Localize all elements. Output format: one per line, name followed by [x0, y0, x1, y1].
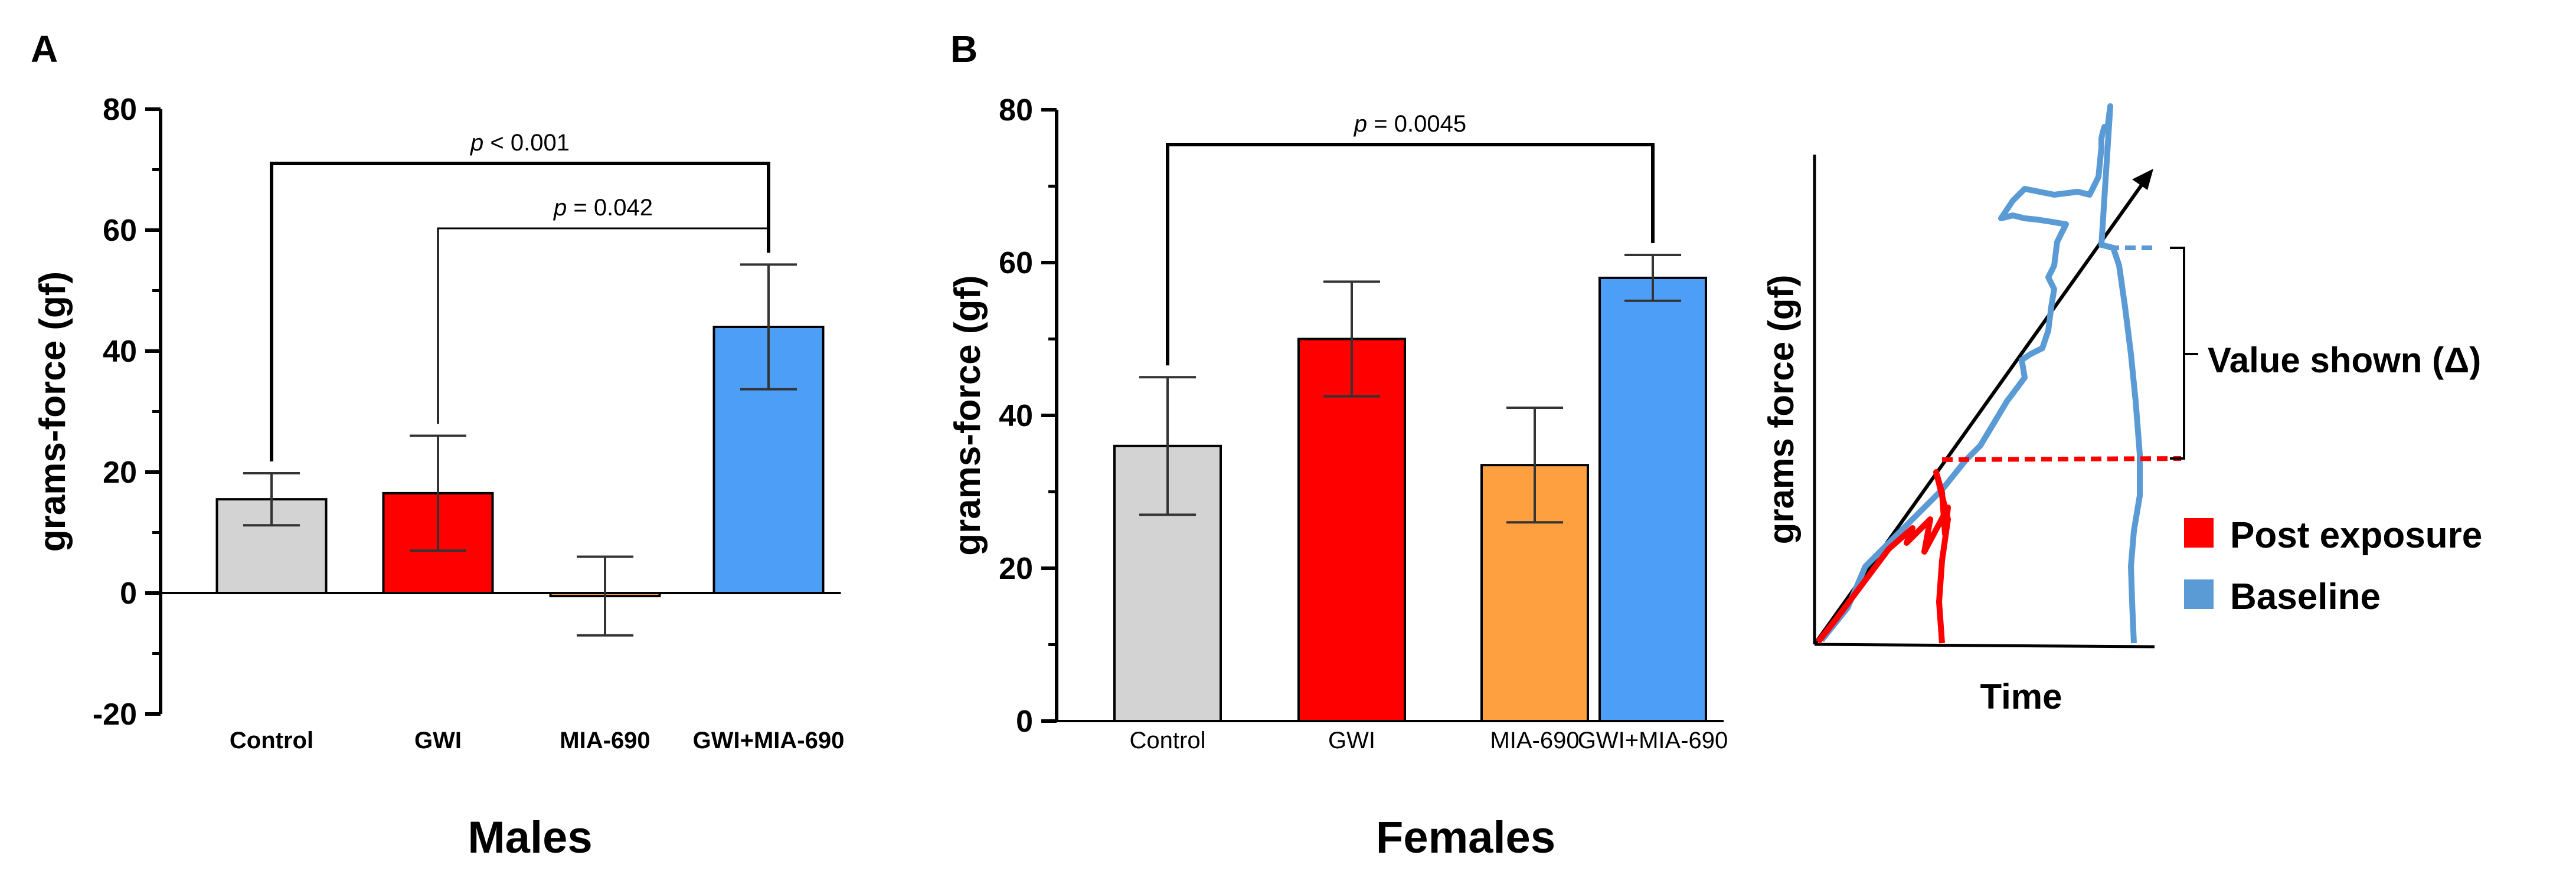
schematic-ramp-line: [1813, 181, 2146, 646]
legend-label-post-exposure: Post exposure: [2230, 515, 2482, 556]
panel-a-y-tick-label: 60: [103, 214, 137, 248]
schematic-arrowhead: [2132, 169, 2153, 190]
panel-a-y-tick-label: -20: [93, 697, 137, 732]
panel-a-significance-bracket: [270, 162, 770, 462]
panel-b-category-label: GWI: [1328, 728, 1375, 754]
schematic-x-axis: [1814, 643, 2155, 648]
panel-a-y-tick-label: 0: [120, 576, 137, 611]
panel-a-p-value: p < 0.001: [470, 130, 570, 156]
schematic-delta-label: Value shown (Δ): [2208, 340, 2481, 380]
panel-a-p-text: < 0.001: [483, 130, 570, 156]
panel-a-p-symbol: p: [553, 195, 567, 221]
schematic-diagram: Value shown (Δ) grams force (gf) Time Po…: [1761, 103, 2482, 716]
panel-a-category-label: MIA-690: [560, 728, 650, 754]
panel-a-p-text: = 0.042: [567, 195, 653, 221]
schematic-delta-bracket: [2170, 247, 2185, 460]
panel-a-significance-bracket: [437, 227, 770, 424]
panel-b-letter: B: [950, 28, 978, 70]
panel-a-p-value: p = 0.042: [553, 195, 653, 221]
panel-b-p-symbol: p: [1354, 111, 1367, 137]
panel-b-p-value: p = 0.0045: [1354, 111, 1466, 137]
schematic-baseline-trace: [1819, 103, 2143, 644]
panel-b-category-label: GWI+MIA-690: [1578, 728, 1728, 754]
panel-a-category-label: GWI: [414, 728, 462, 754]
panel-a-category-label: Control: [230, 728, 313, 754]
legend-swatch-post-exposure: [2184, 518, 2214, 548]
panel-b-y-tick-label: 40: [999, 399, 1033, 433]
panel-a-group-label: Males: [468, 813, 592, 863]
panel-a-bar: [215, 498, 328, 594]
schematic-post-exposure-trace: [1816, 469, 1951, 644]
panel-b-y-tick-label: 0: [1016, 705, 1033, 739]
panel-a-y-tick-label: 20: [103, 456, 137, 490]
panel-a-y-tick-label: 40: [103, 335, 137, 369]
panel-b-y-tick-label: 60: [999, 246, 1033, 280]
schematic-x-label: Time: [1980, 677, 2062, 716]
panel-a-category-label: GWI+MIA-690: [693, 728, 845, 754]
panel-a-y-tick-label: 80: [103, 93, 137, 127]
panel-b-bar: [1297, 338, 1406, 722]
panel-a-y-axis-label: grams-force (gf): [32, 271, 73, 552]
panel-a-p-symbol: p: [470, 130, 483, 156]
panel-a-letter: A: [31, 28, 58, 70]
panel-b-category-label: Control: [1130, 728, 1206, 754]
panel-b-group-label: Females: [1376, 813, 1555, 863]
schematic-post-level-line: [1941, 456, 2182, 462]
panel-b-y-axis-label: grams-force (gf): [947, 275, 988, 555]
legend-swatch-baseline: [2184, 579, 2214, 609]
legend-label-baseline: Baseline: [2230, 576, 2381, 617]
panel-a-chart: -20 0 20 40 60 80 grams-force (gf) Control GWI MI…: [32, 93, 844, 754]
panel-b-bar: [1598, 276, 1707, 722]
panel-b-y-tick-label: 80: [999, 93, 1033, 127]
panel-b-y-tick-label: 20: [999, 552, 1033, 586]
panel-b-chart: 0 20 40 60 80 grams-force (gf) Control GWI MIA-6…: [947, 93, 1728, 754]
panel-b-p-text: = 0.0045: [1367, 111, 1466, 137]
schematic-y-label: grams force (gf): [1761, 275, 1801, 545]
panel-b-category-label: MIA-690: [1490, 728, 1579, 754]
panel-b-significance-bracket: [1166, 143, 1655, 366]
